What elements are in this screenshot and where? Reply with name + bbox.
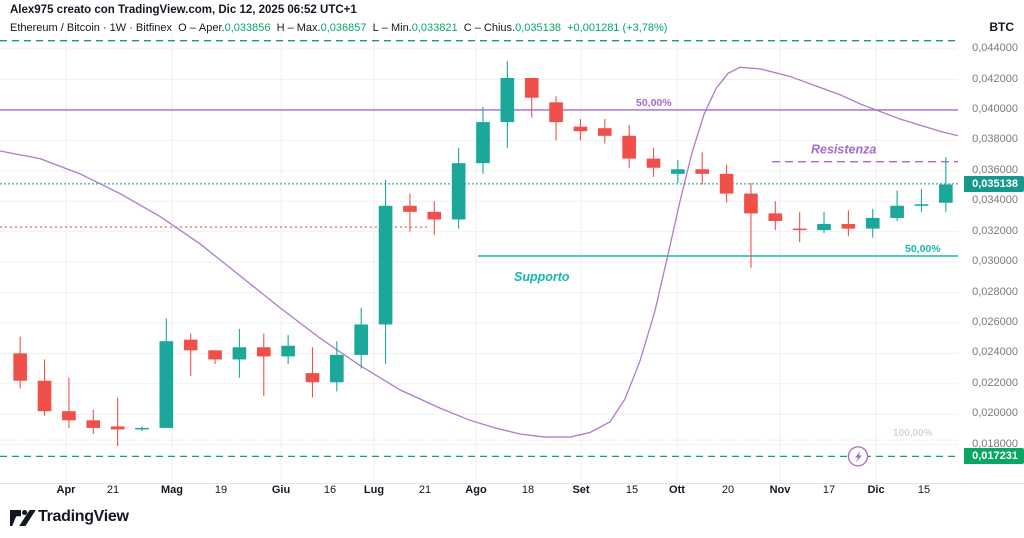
svg-text:50,00%: 50,00% — [636, 97, 672, 109]
svg-text:50,00%: 50,00% — [905, 243, 941, 255]
svg-text:Resistenza: Resistenza — [811, 143, 876, 157]
svg-text:Supporto: Supporto — [514, 270, 570, 284]
svg-text:100,00%: 100,00% — [893, 428, 933, 439]
